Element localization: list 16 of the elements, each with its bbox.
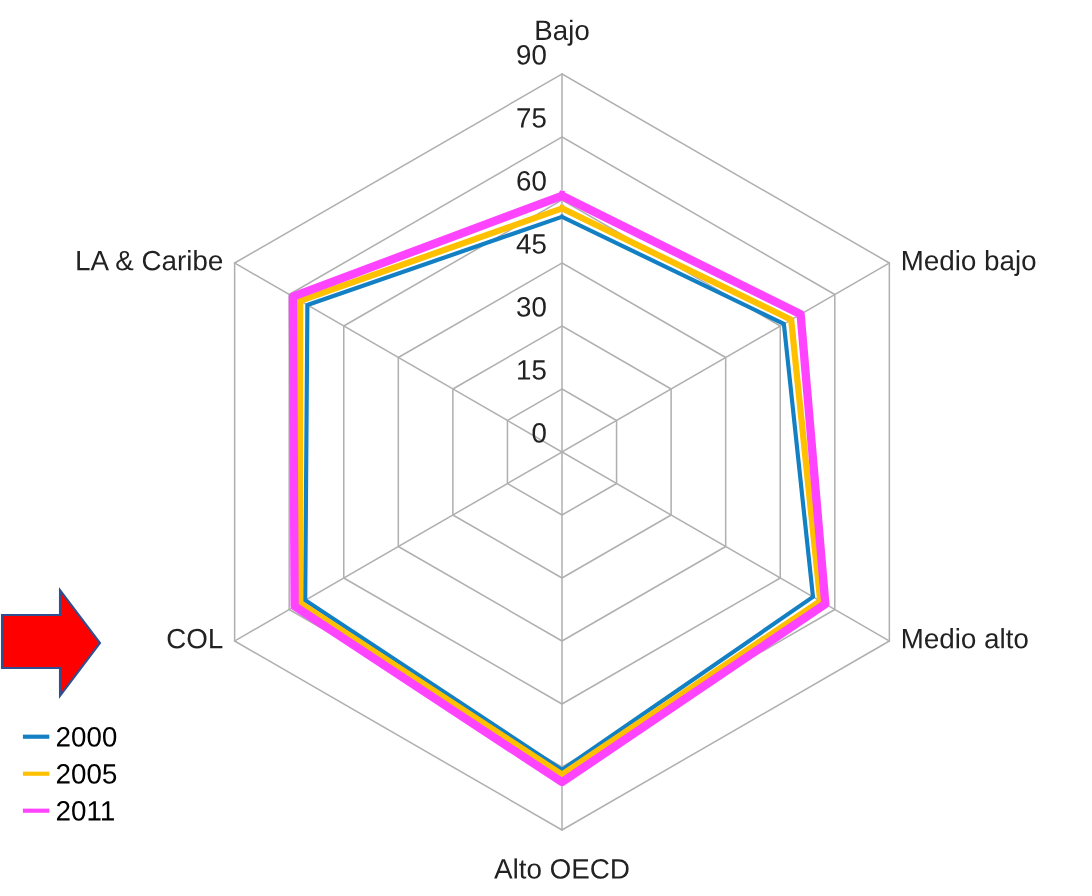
spoke-label: LA & Caribe — [77, 250, 223, 271]
legend-label: 2000 — [56, 727, 117, 747]
y-tick-label: 0 — [532, 423, 546, 443]
spoke-label: Bajo — [536, 19, 589, 46]
legend-label: 2005 — [56, 764, 117, 784]
y-tick-label: 45 — [516, 234, 546, 254]
y-tick-label: 75 — [517, 108, 546, 128]
y-tick-label: 90 — [517, 45, 546, 65]
spoke-label: Alto OECD — [494, 858, 629, 879]
legend-label: 2011 — [56, 801, 114, 821]
y-tick-label: 30 — [517, 297, 546, 317]
spoke-label: COL — [167, 628, 223, 649]
spoke-label: Medio alto — [902, 628, 1028, 649]
y-tick-label: 15 — [518, 360, 546, 380]
y-tick-label: 60 — [517, 171, 546, 191]
spoke-label: Medio bajo — [902, 250, 1036, 276]
